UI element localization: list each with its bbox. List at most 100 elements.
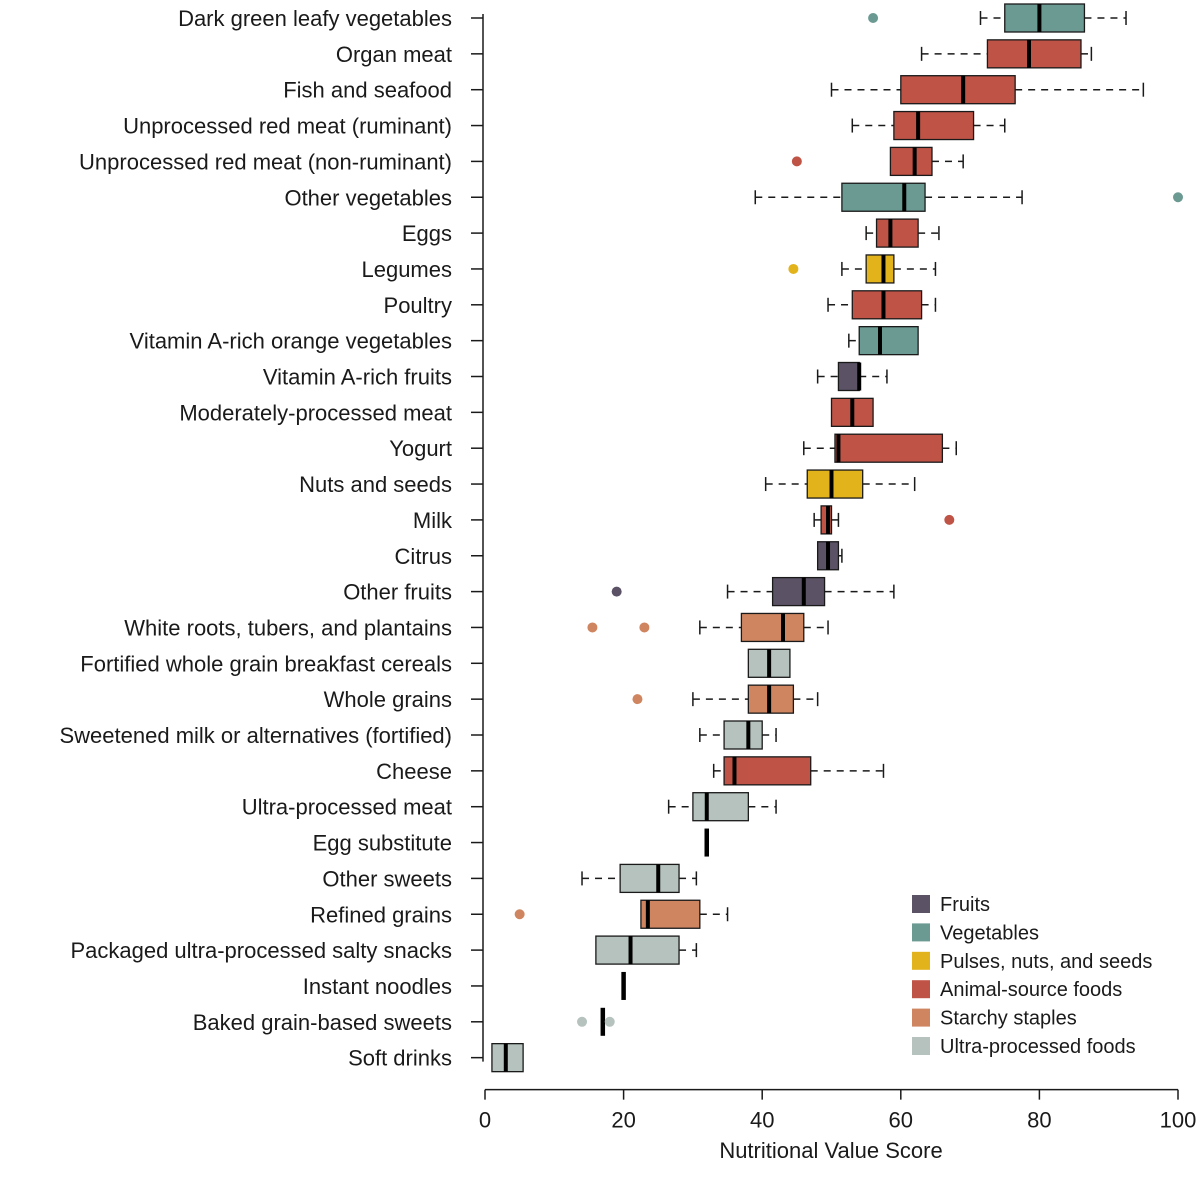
category-label: Whole grains	[324, 687, 452, 712]
box	[640, 899, 701, 929]
category-label: Ultra-processed meat	[242, 795, 452, 820]
box-item	[851, 110, 1006, 141]
x-tick-label: 80	[1027, 1108, 1051, 1133]
box-item	[611, 576, 895, 607]
box	[834, 433, 944, 463]
box-item	[813, 505, 955, 535]
box-item	[920, 39, 1093, 69]
box-item	[830, 397, 874, 428]
outlier-point	[791, 156, 802, 167]
x-axis: 0 20 40 60 80 100	[479, 1088, 1197, 1133]
box	[841, 182, 926, 212]
box-item	[827, 290, 937, 320]
legend-swatch	[912, 1008, 930, 1027]
category-label: Baked grain-based sweets	[193, 1010, 452, 1035]
outlier-point	[604, 1016, 615, 1027]
legend-item: Pulses, nuts, and seeds	[912, 951, 1152, 973]
category-label: Organ meat	[336, 42, 452, 67]
box-item	[747, 648, 791, 678]
x-axis-title: Nutritional Value Score	[719, 1138, 942, 1163]
category-label: Instant noodles	[303, 974, 452, 999]
box	[865, 254, 895, 284]
box	[723, 756, 812, 786]
category-label: Soft drinks	[348, 1046, 452, 1071]
box-item	[816, 541, 843, 571]
x-tick-label: 0	[479, 1108, 491, 1133]
outlier-point	[788, 263, 799, 274]
x-tick-label: 60	[889, 1108, 913, 1133]
category-label: Fortified whole grain breakfast cereals	[80, 651, 452, 676]
legend-item: Starchy staples	[912, 1008, 1077, 1030]
x-tick-label: 20	[611, 1108, 635, 1133]
legend: Fruits Vegetables Pulses, nuts, and seeds A…	[912, 894, 1152, 1058]
box-item	[848, 325, 919, 356]
outlier-point	[611, 586, 622, 597]
outlier-point	[639, 622, 650, 633]
legend-label: Pulses, nuts, and seeds	[940, 951, 1152, 973]
box	[619, 863, 680, 894]
legend-item: Fruits	[912, 894, 990, 916]
box-item	[514, 899, 729, 929]
box-series	[491, 3, 1183, 1073]
category-label: Dark green leafy vegetables	[178, 6, 452, 31]
category-label: Unprocessed red meat (non-ruminant)	[79, 149, 452, 174]
box-item	[764, 469, 916, 499]
box-item	[788, 254, 937, 284]
category-label: Fish and seafood	[283, 78, 452, 103]
category-label: Citrus	[395, 544, 452, 569]
outlier-point	[944, 514, 955, 525]
category-label: Vitamin A-rich orange vegetables	[130, 329, 452, 354]
box-item	[491, 1043, 524, 1073]
category-label: Refined grains	[310, 902, 452, 927]
box-item	[803, 433, 957, 463]
box	[900, 75, 1016, 105]
category-label: Egg substitute	[313, 831, 452, 856]
box	[837, 361, 860, 392]
category-label: White roots, tubers, and plantains	[124, 615, 452, 640]
outlier-point	[577, 1016, 588, 1027]
legend-swatch	[912, 1037, 930, 1055]
category-label: Eggs	[402, 221, 452, 246]
outlier-point	[632, 694, 643, 705]
box-item	[667, 792, 777, 822]
category-label: Other sweets	[322, 866, 452, 891]
box-item	[699, 720, 777, 750]
category-label: Unprocessed red meat (ruminant)	[123, 114, 452, 139]
legend-label: Ultra-processed foods	[940, 1036, 1136, 1058]
category-label: Packaged ultra-processed salty snacks	[70, 938, 452, 963]
box	[692, 792, 749, 822]
outlier-point	[868, 13, 879, 23]
legend-label: Fruits	[940, 894, 990, 916]
box	[771, 576, 826, 607]
box-item	[791, 146, 964, 177]
legend-swatch	[912, 923, 930, 942]
category-label: Nuts and seeds	[299, 472, 452, 497]
category-label: Milk	[413, 508, 453, 533]
box-item	[830, 75, 1145, 105]
legend-item: Ultra-processed foods	[912, 1036, 1136, 1058]
legend-item: Vegetables	[912, 922, 1039, 944]
box	[875, 218, 919, 248]
category-label: Legumes	[361, 257, 452, 282]
box-item	[865, 218, 940, 248]
legend-item: Animal-source foods	[912, 979, 1122, 1001]
box-item	[816, 361, 888, 392]
box	[723, 720, 763, 750]
box	[893, 110, 975, 141]
box	[740, 612, 805, 643]
outlier-point	[587, 622, 598, 633]
category-label: Cheese	[376, 759, 452, 784]
box	[806, 469, 864, 499]
box-item	[712, 756, 885, 786]
box	[858, 325, 919, 356]
x-tick-label: 100	[1160, 1108, 1197, 1133]
box-item	[577, 1007, 615, 1036]
y-axis: Dark green leafy vegetables Organ meat Fis…	[60, 6, 484, 1071]
category-label: Moderately-processed meat	[179, 400, 452, 425]
category-label: Poultry	[384, 293, 452, 318]
box	[595, 935, 680, 965]
box-item	[754, 182, 1183, 212]
x-tick-label: 40	[750, 1108, 774, 1133]
box-item	[581, 863, 698, 894]
